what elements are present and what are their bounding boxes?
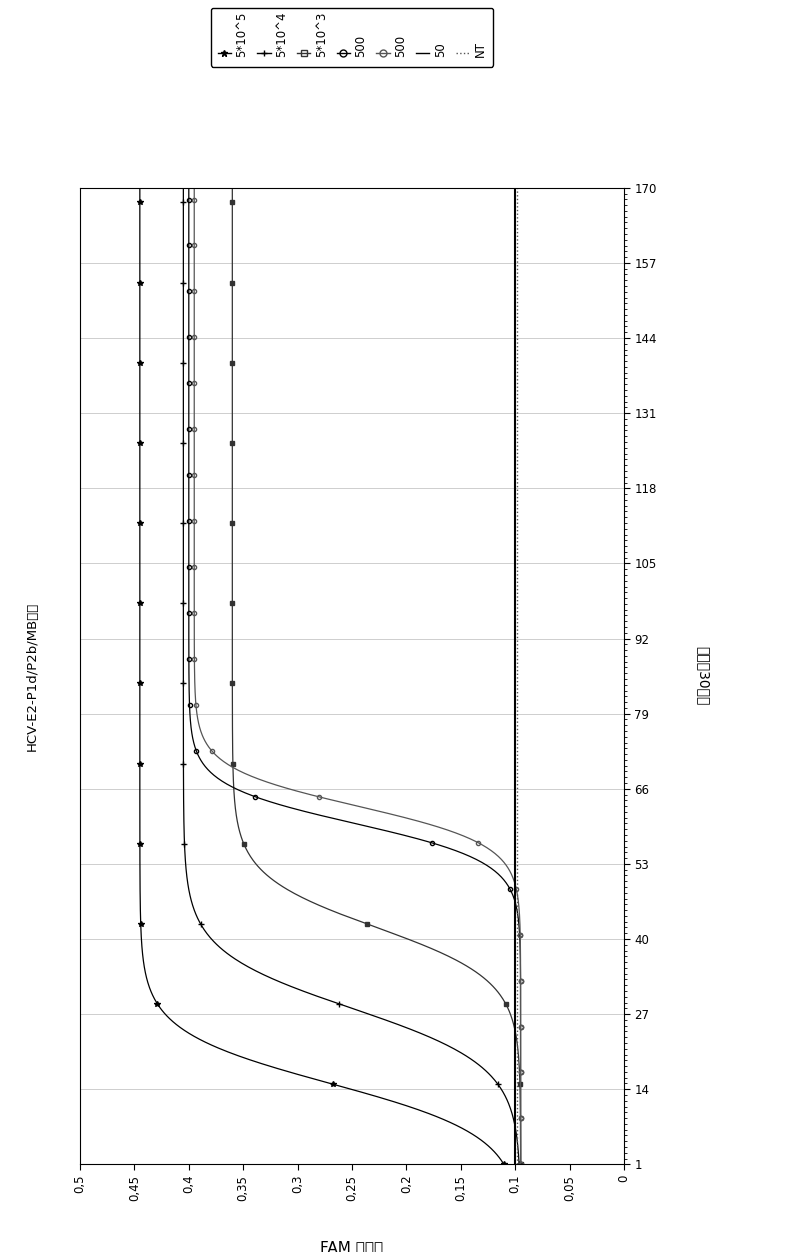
Line: 5*10^3: 5*10^3 xyxy=(230,185,522,1167)
NT xyxy=(513,396,522,411)
50 xyxy=(510,1057,520,1072)
5*10^3 xyxy=(516,1157,526,1172)
NT xyxy=(513,486,522,501)
500 xyxy=(184,180,194,195)
500 xyxy=(197,726,206,741)
500 xyxy=(184,486,194,501)
NT xyxy=(513,726,522,741)
Y-axis label: 循环（30秒）: 循环（30秒） xyxy=(696,646,710,706)
500 xyxy=(516,1057,526,1072)
5*10^4 xyxy=(178,486,188,501)
Legend: 5*10^5, 5*10^4, 5*10^3, 500, 500, 50, NT: 5*10^5, 5*10^4, 5*10^3, 500, 500, 50, NT xyxy=(211,8,493,66)
5*10^4 xyxy=(178,378,188,393)
Text: HCV-E2-P1d/P2b/MB参照: HCV-E2-P1d/P2b/MB参照 xyxy=(26,601,38,751)
500 xyxy=(190,396,199,411)
50 xyxy=(510,180,520,195)
5*10^3 xyxy=(228,726,238,741)
5*10^4 xyxy=(178,180,188,195)
5*10^4 xyxy=(178,762,188,777)
X-axis label: FAM 信号値: FAM 信号値 xyxy=(321,1239,383,1252)
5*10^5 xyxy=(135,396,145,411)
500 xyxy=(190,378,199,393)
NT xyxy=(513,1057,522,1072)
500 xyxy=(187,726,197,741)
50 xyxy=(510,726,520,741)
5*10^3 xyxy=(228,762,238,777)
500 xyxy=(232,762,242,777)
5*10^5 xyxy=(499,1157,509,1172)
500 xyxy=(184,396,194,411)
5*10^5 xyxy=(135,762,145,777)
5*10^3 xyxy=(227,486,237,501)
Line: 500: 500 xyxy=(186,185,522,1167)
50 xyxy=(510,1157,520,1172)
5*10^3 xyxy=(227,180,237,195)
500 xyxy=(203,762,213,777)
50 xyxy=(510,762,520,777)
500 xyxy=(190,180,199,195)
500 xyxy=(184,378,194,393)
5*10^4 xyxy=(178,726,188,741)
500 xyxy=(190,486,199,501)
Line: 5*10^4: 5*10^4 xyxy=(181,185,522,1167)
Line: 500: 500 xyxy=(192,185,522,1167)
Line: 5*10^5: 5*10^5 xyxy=(137,185,506,1167)
500 xyxy=(516,1057,526,1072)
5*10^4 xyxy=(514,1157,524,1172)
50 xyxy=(510,378,520,393)
5*10^4 xyxy=(178,396,188,411)
500 xyxy=(516,1157,526,1172)
5*10^5 xyxy=(135,378,145,393)
NT xyxy=(513,180,522,195)
500 xyxy=(516,1157,526,1172)
NT xyxy=(513,378,522,393)
50 xyxy=(510,396,520,411)
5*10^4 xyxy=(474,1057,483,1072)
5*10^3 xyxy=(227,396,237,411)
5*10^5 xyxy=(135,486,145,501)
5*10^3 xyxy=(514,1057,524,1072)
NT xyxy=(513,762,522,777)
5*10^5 xyxy=(135,726,145,741)
5*10^3 xyxy=(227,378,237,393)
50 xyxy=(510,486,520,501)
NT xyxy=(513,1157,522,1172)
5*10^5 xyxy=(260,1057,270,1072)
5*10^5 xyxy=(135,180,145,195)
